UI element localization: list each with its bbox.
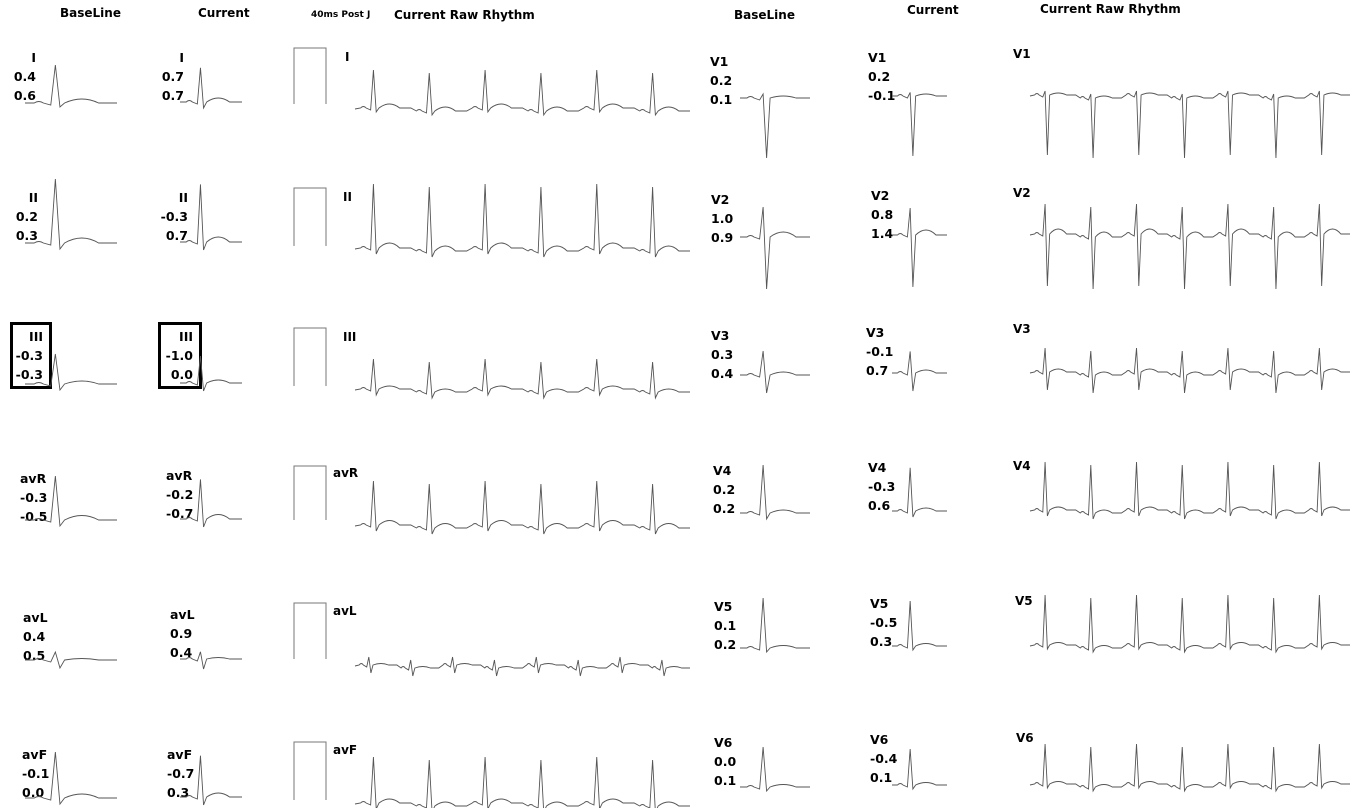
calibration-pulse-II [293, 187, 327, 246]
current-trace-V6 [892, 748, 947, 791]
current-label-lead-avR: avR -0.2 -0.7 [166, 468, 194, 521]
baseline-label-lead-avL: avL 0.4 0.5 [23, 610, 48, 663]
current-label-lead-V5: V5 -0.5 0.3 [870, 596, 898, 649]
rhythm-label-lead-V4: V4 [1013, 459, 1031, 473]
header-baseline-limb: BaseLine [60, 6, 121, 20]
rhythm-trace-III [354, 358, 690, 400]
baseline-label-lead-II: II 0.2 0.3 [15, 190, 38, 243]
current-label-lead-V6: V6 -0.4 0.1 [870, 732, 898, 785]
header-raw-rhythm-limb: Current Raw Rhythm [394, 8, 535, 22]
current-label-lead-III: III -1.0 0.0 [158, 322, 202, 389]
calibration-pulse-avF [293, 741, 327, 800]
calibration-pulse-avL [293, 602, 327, 659]
current-label-lead-II: II -0.3 0.7 [160, 190, 188, 243]
baseline-trace-avR [25, 475, 117, 528]
baseline-trace-II [25, 178, 117, 251]
current-label-lead-V2: V2 0.8 1.4 [871, 188, 894, 241]
current-label-lead-V4: V4 -0.3 0.6 [868, 460, 896, 513]
current-trace-avF [180, 755, 242, 806]
header-raw-rhythm-precordial: Current Raw Rhythm [1040, 2, 1181, 16]
baseline-label-lead-V3: V3 0.3 0.4 [711, 328, 734, 381]
current-trace-I [180, 67, 242, 110]
rhythm-label-lead-avF: avF [333, 743, 358, 757]
current-trace-avR [180, 479, 242, 528]
rhythm-trace-avF [354, 756, 690, 808]
rhythm-trace-V1 [1029, 90, 1350, 159]
calibration-pulse-I [293, 47, 327, 104]
rhythm-label-lead-avR: avR [333, 466, 359, 480]
current-trace-avL [180, 651, 242, 670]
baseline-trace-avL [25, 650, 117, 670]
rhythm-label-lead-V2: V2 [1013, 186, 1031, 200]
rhythm-trace-II [354, 183, 690, 258]
rhythm-label-lead-V3: V3 [1013, 322, 1031, 336]
current-trace-V3 [892, 351, 947, 392]
baseline-trace-V4 [740, 464, 810, 521]
current-trace-V5 [892, 600, 947, 652]
rhythm-trace-V5 [1029, 594, 1350, 654]
baseline-label-lead-I: I 0.4 0.6 [13, 50, 36, 103]
rhythm-label-lead-III: III [343, 330, 357, 344]
current-label-lead-I: I 0.7 0.7 [161, 50, 184, 103]
current-trace-V2 [892, 207, 947, 288]
baseline-trace-avF [25, 751, 117, 806]
baseline-trace-V1 [740, 92, 810, 159]
rhythm-trace-V2 [1029, 203, 1350, 290]
rhythm-trace-V4 [1029, 461, 1350, 520]
baseline-trace-V2 [740, 206, 810, 290]
baseline-trace-V5 [740, 597, 810, 654]
header-post-j: 40ms Post J [311, 10, 371, 20]
baseline-label-lead-V1: V1 0.2 0.1 [710, 54, 733, 107]
rhythm-trace-V3 [1029, 347, 1350, 394]
rhythm-trace-avL [354, 656, 690, 677]
rhythm-label-lead-V5: V5 [1015, 594, 1033, 608]
current-trace-V1 [892, 92, 947, 157]
baseline-label-lead-V5: V5 0.1 0.2 [714, 599, 737, 652]
baseline-label-lead-V6: V6 0.0 0.1 [714, 735, 737, 788]
current-label-lead-V3: V3 -0.1 0.7 [866, 325, 894, 378]
current-label-lead-avL: avL 0.9 0.4 [170, 607, 195, 660]
rhythm-label-lead-V6: V6 [1016, 731, 1034, 745]
header-baseline-precordial: BaseLine [734, 8, 795, 22]
baseline-trace-I [25, 64, 117, 108]
rhythm-label-lead-avL: avL [333, 604, 357, 618]
current-trace-II [180, 184, 242, 251]
current-trace-V4 [892, 467, 947, 518]
baseline-trace-III [25, 353, 117, 392]
baseline-label-lead-III: III -0.3 -0.3 [10, 322, 52, 389]
rhythm-label-lead-I: I [345, 50, 350, 64]
baseline-label-lead-V2: V2 1.0 0.9 [711, 192, 734, 245]
baseline-trace-V3 [740, 350, 810, 394]
header-current-precordial: Current [907, 3, 959, 17]
rhythm-trace-avR [354, 480, 690, 535]
calibration-pulse-III [293, 327, 327, 386]
rhythm-trace-I [354, 69, 690, 117]
current-label-lead-V1: V1 0.2 -0.1 [868, 50, 896, 103]
baseline-label-lead-V4: V4 0.2 0.2 [713, 463, 736, 516]
baseline-trace-V6 [740, 746, 810, 793]
current-label-lead-avF: avF -0.7 0.3 [167, 747, 195, 800]
header-current-limb: Current [198, 6, 250, 20]
rhythm-label-lead-II: II [343, 190, 352, 204]
rhythm-trace-V6 [1029, 743, 1350, 793]
calibration-pulse-avR [293, 465, 327, 520]
rhythm-label-lead-V1: V1 [1013, 47, 1031, 61]
current-trace-III [180, 355, 242, 392]
